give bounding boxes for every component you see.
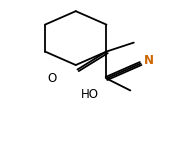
Text: O: O (47, 72, 57, 85)
Text: HO: HO (80, 88, 98, 101)
Text: N: N (144, 54, 154, 67)
